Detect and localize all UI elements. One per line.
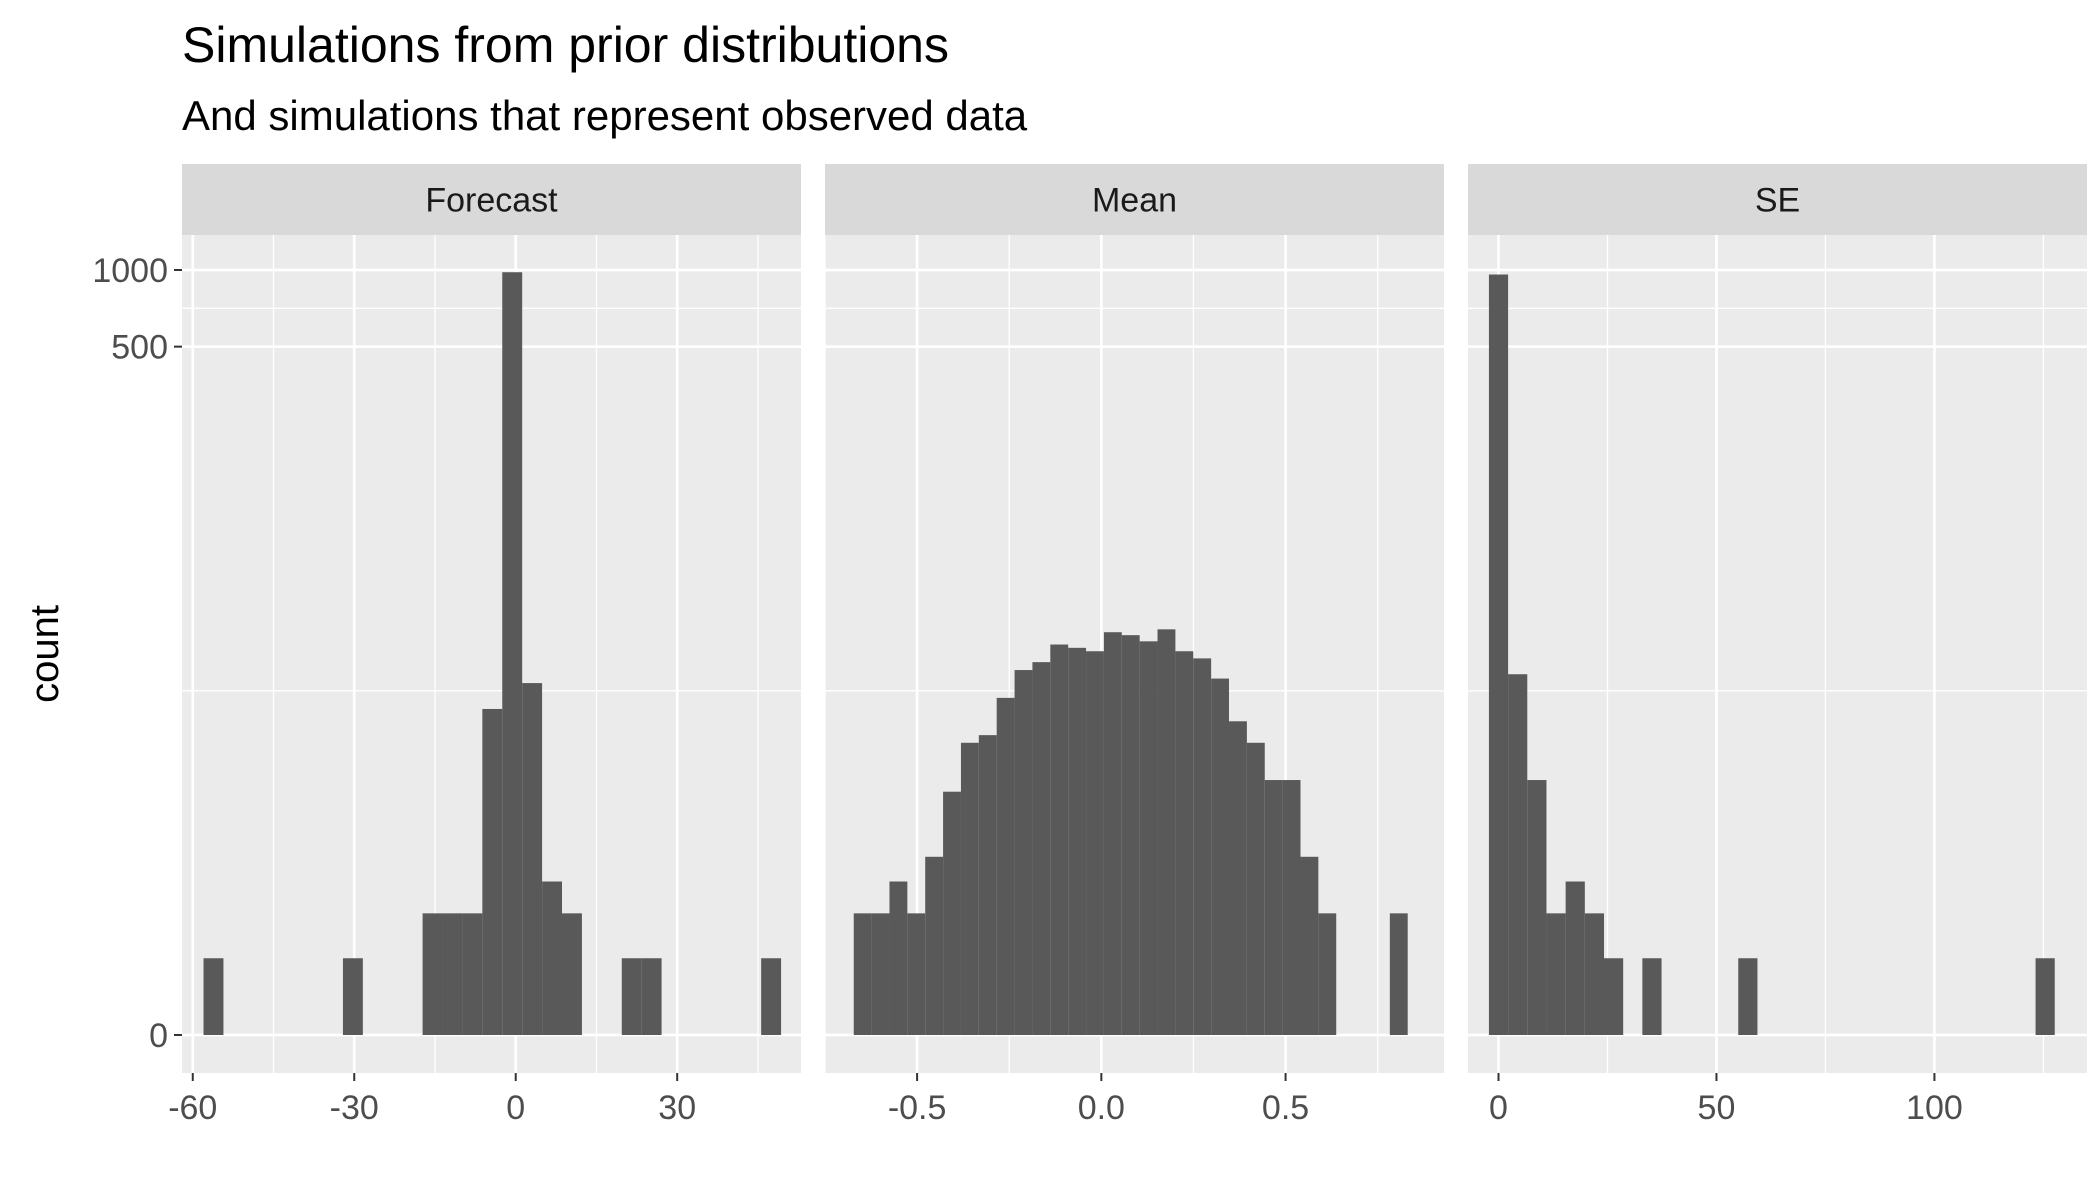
histogram-bar	[442, 913, 463, 1035]
histogram-bar	[1121, 635, 1140, 1035]
histogram-bar	[203, 958, 224, 1035]
histogram-bar	[522, 683, 543, 1035]
x-tick-label: 100	[1906, 1089, 1963, 1127]
histogram-bar	[1527, 780, 1547, 1035]
histogram-bar	[1642, 958, 1662, 1035]
histogram-bar	[2035, 958, 2055, 1035]
histogram-bar	[502, 272, 523, 1036]
histogram-bar	[482, 708, 503, 1035]
histogram-bar	[1157, 629, 1176, 1035]
histogram-bar	[1584, 913, 1605, 1035]
y-axis-title: count	[23, 605, 67, 703]
x-tick-label: -30	[330, 1089, 379, 1127]
facet-panel-forecast: Forecast -60 -30 0 30	[168, 164, 801, 1127]
histogram-bar	[1300, 856, 1319, 1035]
facet-strip	[182, 164, 801, 235]
facet-strip-label: SE	[1755, 182, 1800, 220]
facet-panel-se: SE 0 50 100	[1468, 164, 2087, 1127]
histogram-bar	[761, 958, 782, 1035]
histogram-bar	[1211, 678, 1230, 1035]
histogram-bar	[1103, 632, 1122, 1035]
chart-title: Simulations from prior distributions	[182, 17, 949, 73]
histogram-bar	[1229, 721, 1247, 1035]
x-tick-label: -0.5	[888, 1089, 947, 1127]
facet-strip-label: Mean	[1092, 182, 1177, 220]
histogram-bar	[960, 742, 979, 1035]
histogram-bar	[943, 791, 961, 1035]
histogram-bar	[1246, 742, 1265, 1035]
histogram-bar	[562, 913, 582, 1035]
x-tick-label: 30	[658, 1089, 696, 1127]
histogram-bar	[1604, 958, 1624, 1035]
histogram-bar	[996, 697, 1015, 1035]
x-tick-label: 0.5	[1262, 1089, 1309, 1127]
y-tick-label: 0	[149, 1017, 168, 1055]
x-tick-label: 0	[1489, 1089, 1508, 1127]
histogram-bar	[1264, 780, 1283, 1035]
histogram-bar	[1738, 958, 1758, 1035]
histogram-bar	[1014, 670, 1033, 1035]
histogram-bar	[853, 913, 872, 1035]
histogram-bar	[1508, 674, 1528, 1035]
x-tick-label: 50	[1698, 1089, 1736, 1127]
histogram-bar	[542, 881, 563, 1035]
histogram-bar	[621, 958, 642, 1035]
histogram-bar	[422, 913, 443, 1035]
x-tick-label: -60	[168, 1089, 217, 1127]
histogram-bar	[1389, 913, 1408, 1035]
chart-subtitle: And simulations that represent observed …	[182, 92, 1028, 139]
y-tick-label: 1000	[92, 252, 168, 290]
histogram-bar	[889, 881, 908, 1035]
histogram-bar	[342, 958, 363, 1035]
y-tick-label: 500	[111, 329, 168, 367]
histogram-bar	[871, 913, 890, 1035]
histogram-bar	[1068, 647, 1087, 1035]
x-tick-label: 0	[506, 1089, 525, 1127]
histogram-bar	[1086, 651, 1104, 1035]
histogram-bar	[978, 735, 997, 1035]
histogram-bar	[641, 958, 662, 1035]
facet-strip-label: Forecast	[425, 182, 558, 220]
histogram-bar	[1050, 644, 1069, 1035]
facet-panel-mean: Mean -0.5 0.0 0.5	[824, 164, 1444, 1127]
x-tick-label: 0.0	[1078, 1089, 1125, 1127]
histogram-bar	[1282, 780, 1301, 1035]
histogram-bar	[1193, 658, 1212, 1035]
histogram-bar	[1488, 274, 1509, 1035]
histogram-bar	[1032, 662, 1051, 1035]
facet-strip	[825, 164, 1444, 235]
histogram-bar	[1175, 651, 1194, 1035]
histogram-bar	[925, 856, 944, 1035]
histogram-bar	[1318, 913, 1337, 1035]
histogram-bar	[462, 913, 483, 1035]
histogram-bar	[1139, 641, 1158, 1035]
histogram-bar	[1565, 881, 1585, 1035]
histogram-bar	[1546, 913, 1566, 1035]
facet-strip	[1468, 164, 2087, 235]
histogram-bar	[907, 913, 926, 1035]
